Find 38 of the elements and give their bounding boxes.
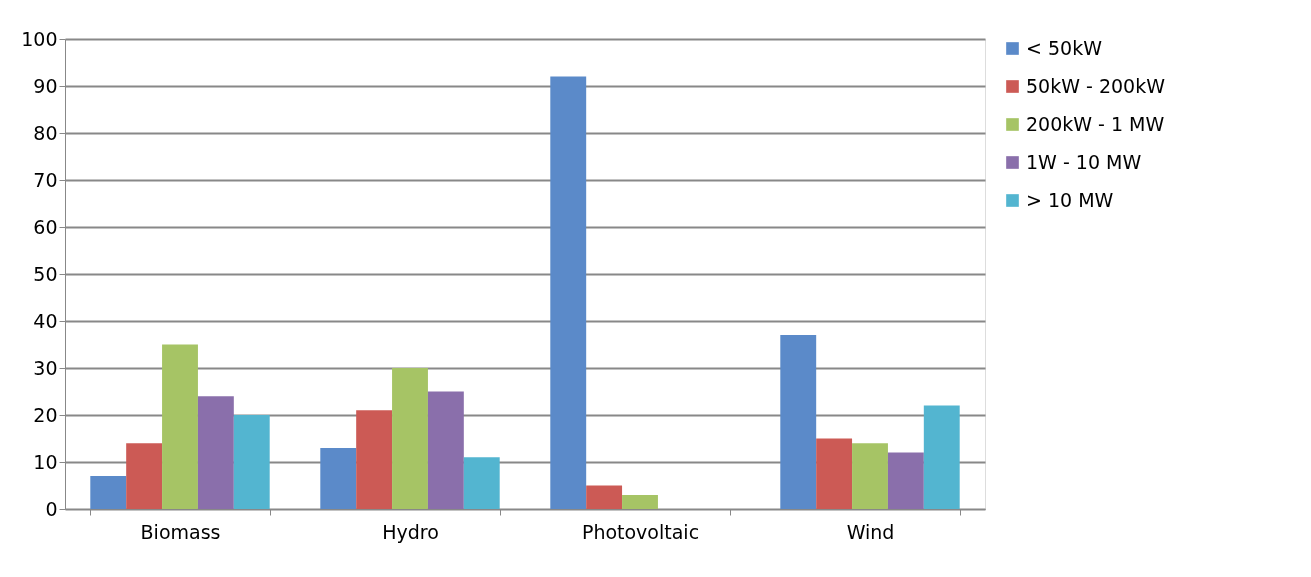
bar xyxy=(463,457,500,509)
x-tick-label: Hydro xyxy=(382,520,439,543)
y-tick-label: 40 xyxy=(33,309,58,332)
bar xyxy=(233,415,270,509)
bar xyxy=(586,485,623,509)
bar xyxy=(852,443,888,509)
y-tick-label: 50 xyxy=(33,262,58,285)
y-tick-label: 80 xyxy=(33,121,58,144)
y-tick-label: 60 xyxy=(33,215,58,238)
y-tick-label: 10 xyxy=(33,450,58,473)
y-tick-label: 20 xyxy=(33,403,58,426)
y-tick-label: 0 xyxy=(45,497,58,520)
x-tick-label: Wind xyxy=(846,520,895,543)
bar xyxy=(550,76,587,509)
x-tick-label: Photovoltaic xyxy=(581,520,700,543)
bar xyxy=(427,391,464,509)
legend-label: 1W - 10 MW xyxy=(1026,150,1142,173)
bar xyxy=(780,335,817,509)
y-tick-label: 70 xyxy=(33,168,58,191)
bar xyxy=(162,344,198,509)
bar xyxy=(356,410,393,509)
legend-label: > 10 MW xyxy=(1026,188,1114,211)
bar xyxy=(320,447,357,509)
bar xyxy=(90,476,127,509)
y-tick-label: 30 xyxy=(33,356,58,379)
legend-label: 200kW - 1 MW xyxy=(1026,112,1165,135)
legend-label: < 50kW xyxy=(1026,36,1103,59)
y-tick-label: 100 xyxy=(21,27,58,50)
y-tick-label: 90 xyxy=(33,74,58,97)
bar xyxy=(816,438,853,509)
bar xyxy=(622,494,658,509)
bar xyxy=(392,368,428,509)
x-tick-label: Biomass xyxy=(140,520,221,543)
bar xyxy=(126,443,163,509)
bar xyxy=(197,396,234,509)
bar xyxy=(923,405,960,509)
bar xyxy=(887,452,924,509)
legend-label: 50kW - 200kW xyxy=(1026,74,1166,97)
